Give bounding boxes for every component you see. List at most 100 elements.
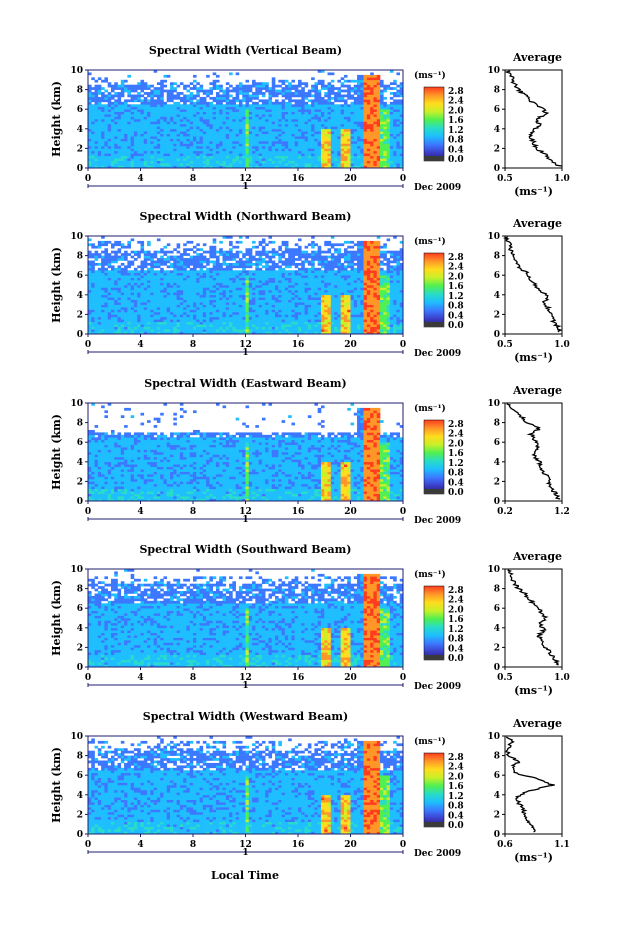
heatmap-cell xyxy=(320,141,325,144)
heatmap-cell xyxy=(163,114,168,117)
heatmap-cell xyxy=(110,314,115,318)
heatmap-cell xyxy=(186,138,191,142)
heatmap-cell xyxy=(189,240,194,244)
heatmap-cell xyxy=(353,101,358,105)
heatmap-cell xyxy=(261,141,266,144)
heatmap-cell xyxy=(176,141,181,144)
heatmap-cell xyxy=(94,131,99,134)
heatmap-cell xyxy=(130,294,135,298)
heatmap-cell xyxy=(179,104,184,108)
heatmap-cell xyxy=(225,111,230,115)
heatmap-cell xyxy=(153,111,158,115)
heatmap-cell xyxy=(307,114,312,117)
heatmap-cell xyxy=(291,138,296,142)
heatmap-cell xyxy=(238,285,243,288)
heatmap-cell xyxy=(94,150,99,154)
heatmap-cell xyxy=(343,155,348,159)
heatmap-cell xyxy=(97,138,102,142)
heatmap-cell xyxy=(193,150,197,154)
heatmap-cell xyxy=(229,255,233,259)
heatmap-cell xyxy=(176,153,181,157)
heatmap-cell xyxy=(396,126,401,130)
heatmap-cell xyxy=(278,101,282,105)
heatmap-cell xyxy=(127,331,131,335)
heatmap-cell xyxy=(104,326,108,330)
heatmap-cell xyxy=(245,94,250,98)
heatmap-cell xyxy=(245,136,250,139)
heatmap-cell xyxy=(183,302,187,305)
heatmap-cell xyxy=(245,109,250,112)
heatmap-cell xyxy=(133,277,138,281)
heatmap-cell xyxy=(389,141,394,144)
heatmap-cell xyxy=(209,82,213,85)
heatmap-cell xyxy=(114,160,118,164)
heatmap-cell xyxy=(186,297,191,300)
heatmap-cell xyxy=(225,143,230,147)
heatmap-cell xyxy=(232,111,236,115)
heatmap-cell xyxy=(373,143,378,147)
heatmap-cell xyxy=(196,289,200,293)
heatmap-cell xyxy=(101,255,105,259)
heatmap-cell xyxy=(268,123,273,127)
heatmap-cell xyxy=(324,94,328,98)
heatmap-cell xyxy=(314,101,318,105)
heatmap-cell xyxy=(127,314,131,318)
heatmap-cell xyxy=(383,126,387,130)
heatmap-cell xyxy=(350,141,355,144)
heatmap-cell xyxy=(252,285,256,288)
heatmap-cell xyxy=(347,114,351,117)
heatmap-cell xyxy=(183,316,187,320)
heatmap-cell xyxy=(88,143,92,147)
heatmap-cell xyxy=(363,87,368,90)
heatmap-cell xyxy=(307,89,312,93)
heatmap-cell xyxy=(288,141,292,144)
heatmap-cell xyxy=(101,153,105,157)
heatmap-cell xyxy=(156,123,161,127)
heatmap-cell xyxy=(202,289,207,293)
heatmap-cell xyxy=(120,128,125,132)
heatmap-cell xyxy=(179,314,184,318)
heatmap-cell xyxy=(380,148,384,152)
heatmap-cell xyxy=(147,126,151,130)
heatmap-cell xyxy=(156,277,161,281)
heatmap-cell xyxy=(370,74,374,78)
heatmap-cell xyxy=(104,297,108,300)
heatmap-cell xyxy=(186,155,191,159)
heatmap-cell xyxy=(143,121,148,125)
heatmap-cell xyxy=(202,150,207,154)
heatmap-cell xyxy=(235,114,240,117)
heatmap-cell xyxy=(376,82,381,85)
heatmap-cell xyxy=(160,319,164,323)
heatmap-cell xyxy=(150,270,154,274)
heatmap-cell xyxy=(104,277,108,281)
heatmap-cell xyxy=(350,128,355,132)
heatmap-cell xyxy=(202,160,207,164)
heatmap-cell xyxy=(261,143,266,147)
heatmap-cell xyxy=(127,329,131,332)
heatmap-cell xyxy=(291,121,296,125)
heatmap-cell xyxy=(91,165,95,169)
heatmap-cell xyxy=(245,324,250,327)
heatmap-cell xyxy=(183,253,187,256)
heatmap-cell xyxy=(140,275,145,278)
heatmap-cell xyxy=(196,248,200,251)
heatmap-cell xyxy=(219,240,223,244)
heatmap-cell xyxy=(245,262,250,266)
heatmap-cell xyxy=(294,128,299,132)
heatmap-cell xyxy=(202,163,207,166)
heatmap-cell xyxy=(255,302,259,305)
heatmap-cell xyxy=(370,138,374,142)
heatmap-cell xyxy=(101,160,105,164)
heatmap-cell xyxy=(357,87,361,90)
heatmap-cell xyxy=(268,143,273,147)
heatmap-cell xyxy=(212,109,217,112)
heatmap-cell xyxy=(229,101,233,105)
heatmap-cell xyxy=(327,163,332,166)
heatmap-cell xyxy=(179,153,184,157)
heatmap-cell xyxy=(238,329,243,332)
heatmap-cell xyxy=(186,324,191,327)
heatmap-cell xyxy=(179,304,184,308)
heatmap-cell xyxy=(104,126,108,130)
heatmap-cell xyxy=(261,109,266,112)
heatmap-cell xyxy=(235,96,240,100)
